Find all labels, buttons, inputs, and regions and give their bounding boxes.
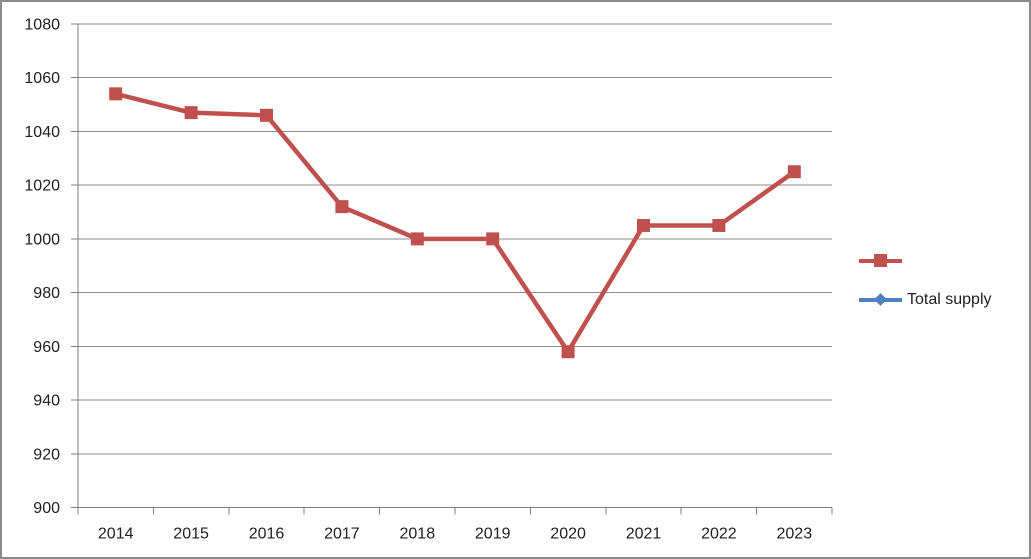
data-point-2023: [787, 165, 801, 179]
y-axis-label: 1000: [24, 231, 60, 248]
x-axis-label: 2021: [626, 526, 662, 543]
y-axis-label: 1040: [24, 124, 60, 141]
blue-series-key-icon: [858, 291, 903, 308]
y-axis-label: 1020: [24, 178, 60, 195]
blue-diamond-marker-icon: [874, 293, 887, 306]
legend-item-total-supply[interactable]: Total supply: [858, 291, 992, 308]
x-axis-label: 2023: [777, 526, 813, 543]
data-point-2014: [109, 87, 123, 101]
chart-legend: Total supply: [858, 2, 1028, 557]
x-axis-label: 2022: [701, 526, 737, 543]
y-axis-label: 960: [33, 339, 60, 356]
legend-item-unnamed-series[interactable]: [858, 252, 907, 269]
red-square-marker-icon: [874, 254, 887, 267]
y-axis-label: 1080: [24, 17, 60, 34]
y-axis-label: 1060: [24, 70, 60, 87]
x-axis-label: 2019: [475, 526, 511, 543]
x-axis-label: 2015: [173, 526, 209, 543]
x-axis-label: 2020: [550, 526, 586, 543]
data-point-2015: [184, 106, 198, 120]
legend-label-total-supply: Total supply: [907, 290, 992, 308]
x-axis-label: 2018: [400, 526, 436, 543]
data-point-2020: [561, 345, 575, 359]
x-axis-label: 2014: [98, 526, 134, 543]
data-point-2017: [335, 200, 349, 214]
data-point-2018: [410, 232, 424, 246]
y-axis-label: 900: [33, 500, 60, 517]
data-point-2022: [712, 218, 726, 232]
x-axis-label: 2016: [249, 526, 285, 543]
y-axis-label: 980: [33, 285, 60, 302]
red-series-key-icon: [858, 252, 903, 269]
data-point-2021: [637, 218, 650, 232]
x-axis-label: 2017: [324, 526, 360, 543]
series-line: [115, 91, 796, 354]
data-point-2019: [486, 232, 500, 246]
data-point-2016: [260, 108, 273, 122]
y-axis-label: 920: [33, 446, 60, 463]
y-axis-label: 940: [33, 393, 60, 410]
